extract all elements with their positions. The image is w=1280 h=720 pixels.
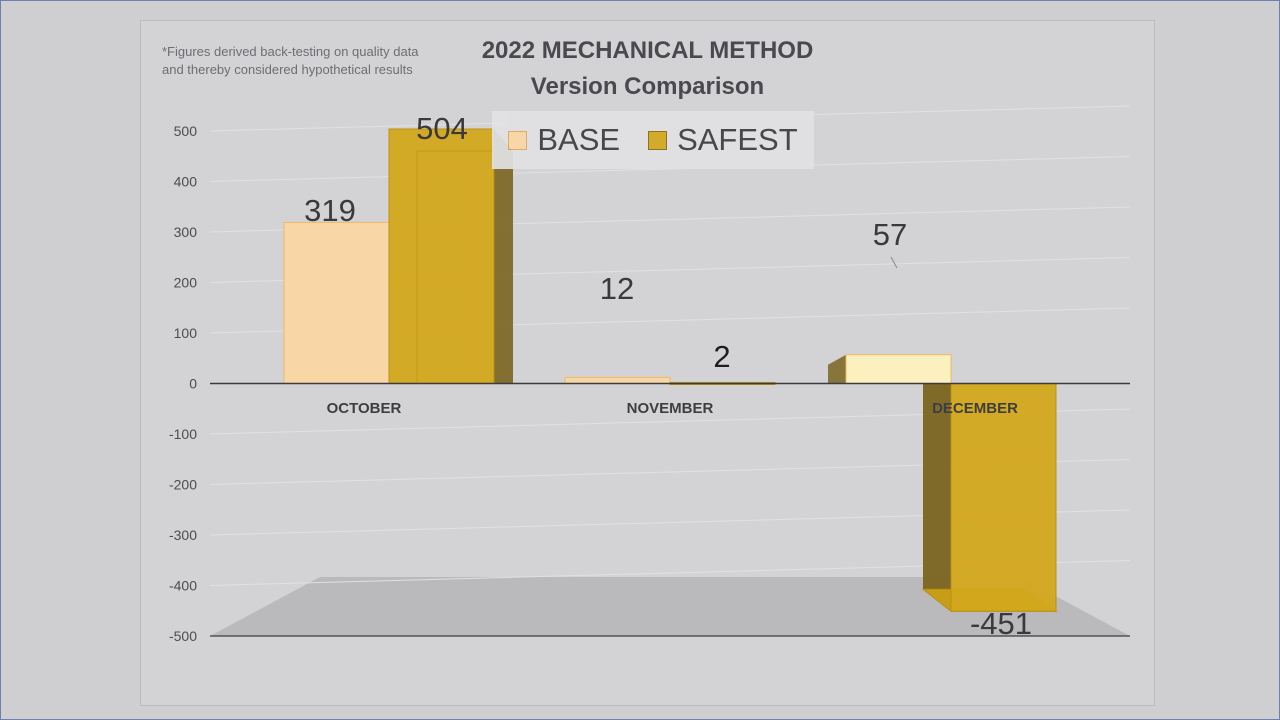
data-label-safest-october: 504 [416,111,468,146]
footnote-line-1: *Figures derived back-testing on quality… [162,44,419,59]
chart-floor [210,577,1130,636]
y-tick-label: -100 [169,426,197,442]
y-tick-label: -400 [169,578,197,594]
data-label-leader-line [890,256,898,269]
legend-swatch-safest [648,130,668,150]
legend-label-base: BASE [537,122,621,157]
y-tick-label: 0 [189,376,197,392]
data-label-safest-december: -451 [970,606,1032,641]
bar-safest-october [388,128,495,384]
y-tick-label: 400 [174,174,198,190]
bar-base-october [283,221,390,384]
legend-swatch-base [508,130,528,150]
bar-base-november [564,376,671,385]
y-tick-label: -500 [169,628,197,644]
chart-footnote: *Figures derived back-testing on quality… [162,43,419,79]
legend-item-base: BASE [508,122,620,158]
legend-item-safest: SAFEST [648,122,798,158]
y-tick-label: -200 [169,477,197,493]
chart-subtitle: Version Comparison [530,73,765,100]
data-label-safest-november: 2 [713,339,730,374]
data-label-base-october: 319 [304,193,356,228]
y-tick-label: 200 [174,275,198,291]
y-tick-label: 500 [174,123,198,139]
data-label-base-november: 12 [600,271,634,306]
bar-safest-october-side [494,128,513,384]
data-label-base-december: 57 [873,217,907,252]
x-tick-label: NOVEMBER [627,400,714,417]
legend-label-safest: SAFEST [677,122,798,157]
bar-safest-december-side [923,383,951,612]
bar-safest-december [950,383,1057,612]
chart-title: 2022 MECHANICAL METHOD [481,37,814,64]
y-tick-label: 100 [174,325,198,341]
x-tick-label: DECEMBER [932,400,1018,417]
legend: BASE SAFEST [492,111,814,169]
chart-title-block: 2022 MECHANICAL METHOD Version Compariso… [420,33,875,105]
footnote-line-2: and thereby considered hypothetical resu… [162,62,413,77]
bar-base-december-side [828,354,846,384]
y-tick-label: -300 [169,527,197,543]
x-tick-label: OCTOBER [327,400,402,417]
bar-base-december [845,354,952,384]
gridline [209,156,1131,182]
y-tick-label: 300 [174,224,198,240]
